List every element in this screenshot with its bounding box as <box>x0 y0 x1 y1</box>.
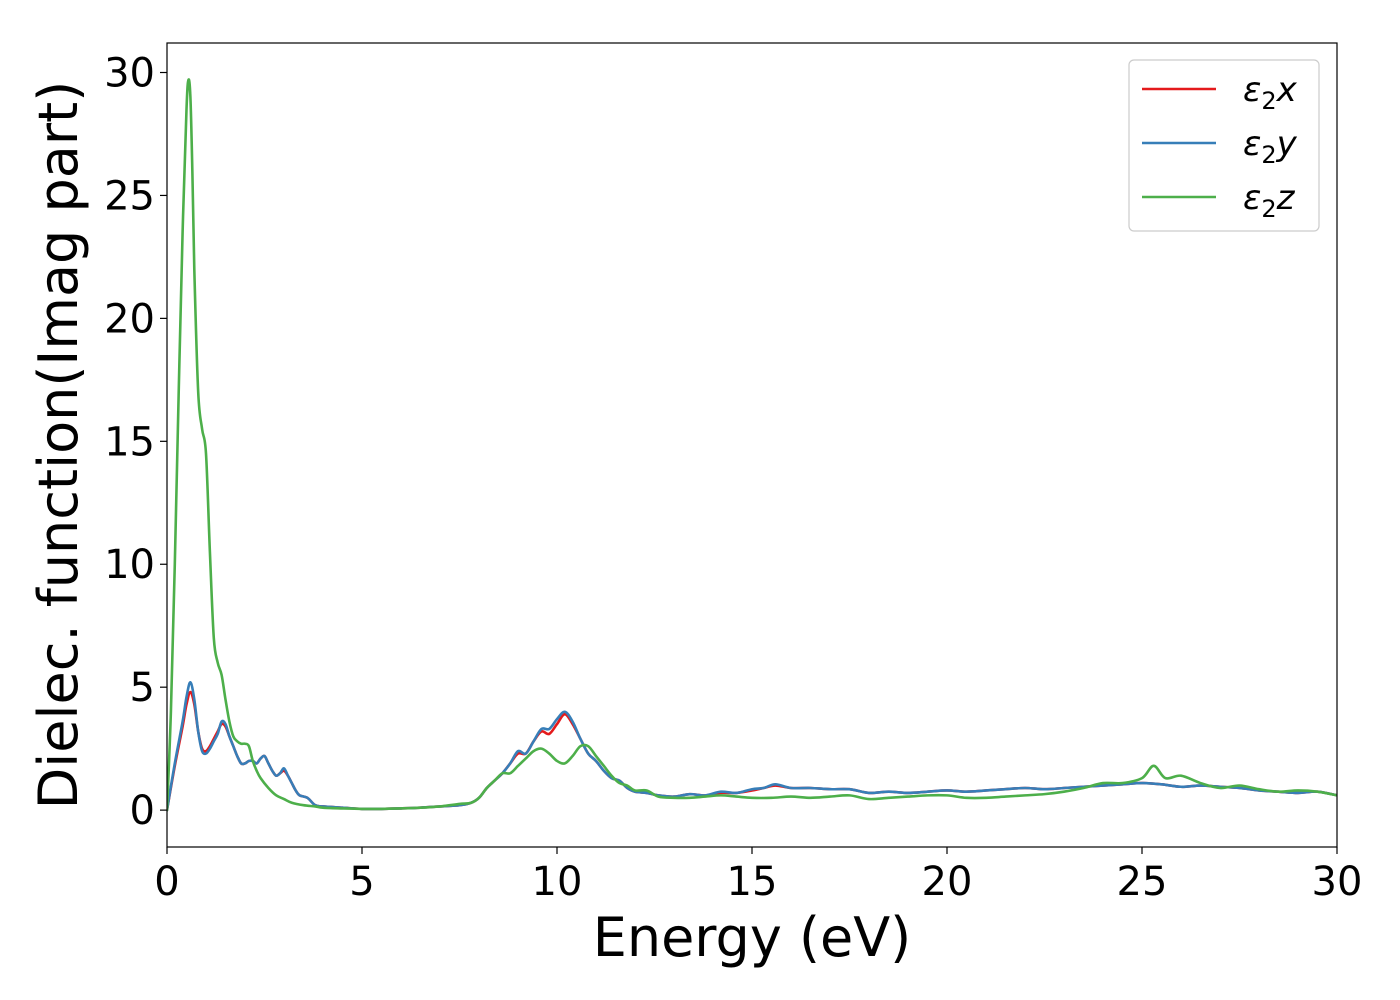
legend-label-base: ε <box>1243 70 1261 110</box>
legend-label-subscript: 2 <box>1261 195 1276 223</box>
legend-label-suffix: z <box>1276 178 1296 218</box>
x-tick-label: 5 <box>349 859 374 905</box>
legend-label-z: ε2z <box>1243 178 1296 223</box>
legend-label-base: ε <box>1243 178 1261 218</box>
x-tick-label: 30 <box>1312 859 1363 905</box>
legend-label-subscript: 2 <box>1261 141 1276 169</box>
x-tick-label: 0 <box>154 859 179 905</box>
legend-label-suffix: x <box>1276 70 1298 110</box>
legend-label-x: ε2x <box>1243 70 1298 115</box>
y-tick-label: 5 <box>130 665 155 711</box>
series-layer <box>167 78 1337 812</box>
x-tick-label: 10 <box>532 859 583 905</box>
y-tick-label: 0 <box>130 788 155 834</box>
legend-label-base: ε <box>1243 124 1261 164</box>
x-tick-label: 20 <box>922 859 973 905</box>
series-line-z <box>167 78 1337 812</box>
y-axis-title: Dielec. function(Imag part) <box>27 81 90 810</box>
x-tick-label: 25 <box>1117 859 1168 905</box>
x-axis: 0 5 10 15 20 25 30 <box>154 847 1362 905</box>
x-tick-label: 15 <box>727 859 778 905</box>
legend-box <box>1128 59 1320 232</box>
y-axis: 0 5 10 15 20 25 30 <box>104 51 167 834</box>
y-tick-label: 15 <box>104 419 155 465</box>
y-tick-label: 20 <box>104 296 155 342</box>
y-tick-label: 25 <box>104 173 155 219</box>
legend-label-y: ε2y <box>1243 124 1298 169</box>
legend-label-suffix: y <box>1276 124 1298 164</box>
x-axis-title: Energy (eV) <box>593 906 912 969</box>
legend-label-subscript: 2 <box>1261 87 1276 115</box>
y-tick-label: 30 <box>104 51 155 97</box>
series-line-y <box>167 680 1337 812</box>
y-tick-label: 10 <box>104 542 155 588</box>
